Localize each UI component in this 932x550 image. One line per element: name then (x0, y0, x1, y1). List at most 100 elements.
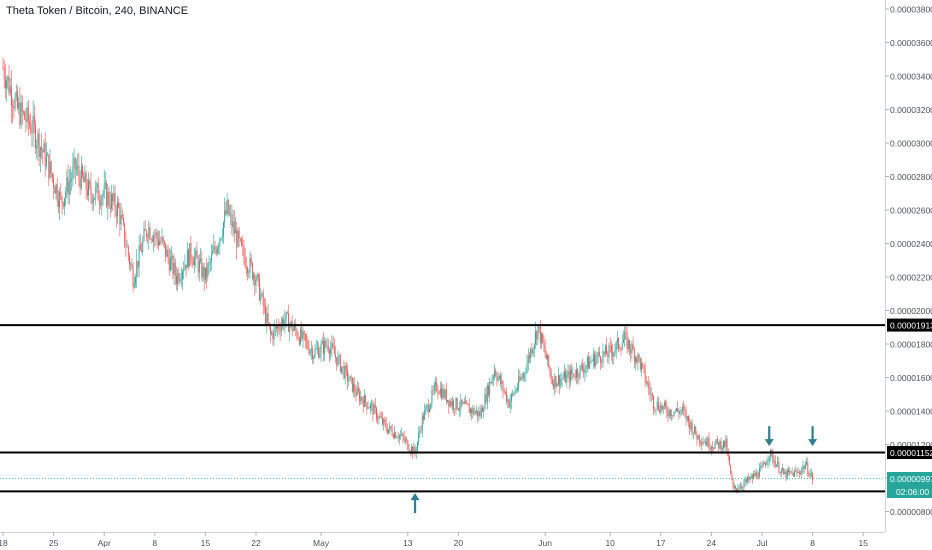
candle-body (801, 469, 803, 474)
candle-body (31, 132, 33, 134)
candle-body (361, 396, 363, 401)
time-tick-label: Jul (757, 538, 768, 548)
candle-body (410, 446, 412, 452)
candle-body (785, 471, 787, 478)
time-axis[interactable]: 18 25 Apr 8 15 22 May 13 20 Jun 10 17 24 Jul 8 15 (0, 532, 885, 548)
price-tick-label: 0.00002200 (890, 273, 932, 283)
candle-body (516, 387, 518, 391)
candle-body (296, 330, 298, 338)
candle-body (455, 397, 457, 410)
candle-body (219, 238, 221, 247)
candle-body (18, 102, 20, 109)
candle-body (450, 400, 452, 407)
candle-body (57, 201, 59, 208)
candle-body (248, 272, 250, 274)
candle-body (808, 474, 810, 476)
candle-body (83, 176, 85, 183)
candle-body (321, 341, 323, 345)
candle-body (62, 202, 64, 207)
candle-body (173, 262, 175, 275)
candle-body (197, 258, 199, 273)
candle-body (468, 405, 470, 413)
candle-body (545, 354, 547, 360)
price-tick-label: 0.00001400 (890, 407, 932, 417)
level-price-badge[interactable] (887, 446, 932, 460)
candle-body (53, 177, 55, 188)
candle-body (247, 268, 249, 274)
candle-body (341, 366, 342, 372)
candle-body (645, 381, 647, 384)
candle-body (729, 456, 730, 465)
candle-body (372, 403, 374, 415)
candle-body (159, 241, 161, 245)
candle-body (223, 222, 224, 237)
candle-body (117, 202, 118, 217)
candle-body (336, 357, 338, 366)
candle-body (624, 331, 626, 340)
candle-body (132, 268, 134, 288)
candle-body (690, 422, 692, 430)
candle-body (562, 378, 564, 379)
candle-body (138, 245, 140, 268)
candle-body (643, 365, 645, 369)
level-price-badge[interactable] (887, 318, 932, 332)
candle-body (526, 363, 528, 373)
candle-body (749, 477, 751, 481)
time-tick-label: 25 (49, 538, 59, 548)
candle-body (144, 229, 146, 231)
candle-body (636, 357, 638, 363)
candle-body (4, 79, 6, 89)
candle-body (512, 393, 514, 395)
candle-body (521, 377, 523, 379)
candle-body (162, 237, 164, 242)
arrows-layer (410, 426, 818, 514)
candle-body (160, 241, 162, 243)
candle-body (102, 193, 104, 198)
candle-body (112, 194, 114, 201)
candle-body (355, 392, 357, 396)
candle-body (148, 227, 150, 238)
candle-body (149, 227, 151, 240)
candle-body (431, 390, 433, 404)
price-tick-label: 0.00002800 (890, 172, 932, 182)
candle-body (476, 410, 477, 413)
candle-body (43, 143, 45, 153)
candle-body (249, 258, 251, 273)
candle-body (754, 473, 756, 477)
candle-body (345, 366, 347, 370)
candle-body (312, 349, 314, 360)
candle-body (760, 466, 762, 469)
candle-body (744, 479, 746, 483)
candle-body (566, 374, 568, 383)
candle-body (533, 343, 535, 349)
candle-body (17, 91, 18, 109)
candle-body (226, 200, 228, 215)
candle-body (50, 161, 52, 174)
candle-body (627, 339, 629, 349)
candle-body (488, 385, 489, 396)
time-tick-label: 10 (605, 538, 615, 548)
candle-body (491, 378, 493, 384)
level-price-label: 0.00001913 (890, 321, 932, 331)
candle-body (506, 392, 508, 402)
candle-body (420, 430, 422, 432)
candle-body (776, 464, 777, 467)
candle-body (348, 380, 350, 382)
candle-body (376, 408, 377, 419)
candle-body (544, 346, 546, 355)
candle-body (54, 187, 56, 194)
candle-body (520, 377, 522, 380)
candle-body (184, 264, 186, 270)
candle-body (501, 381, 503, 384)
candle-body (97, 183, 99, 201)
candle-body (391, 429, 393, 436)
candle-body (306, 339, 308, 341)
candle-body (155, 232, 157, 237)
price-axis[interactable]: 0.000008000.000010000.000012000.00001400… (885, 0, 932, 532)
candle-body (720, 441, 722, 451)
candle-body (356, 388, 358, 396)
current-price-badge[interactable] (887, 472, 932, 486)
candle-body (435, 382, 436, 386)
